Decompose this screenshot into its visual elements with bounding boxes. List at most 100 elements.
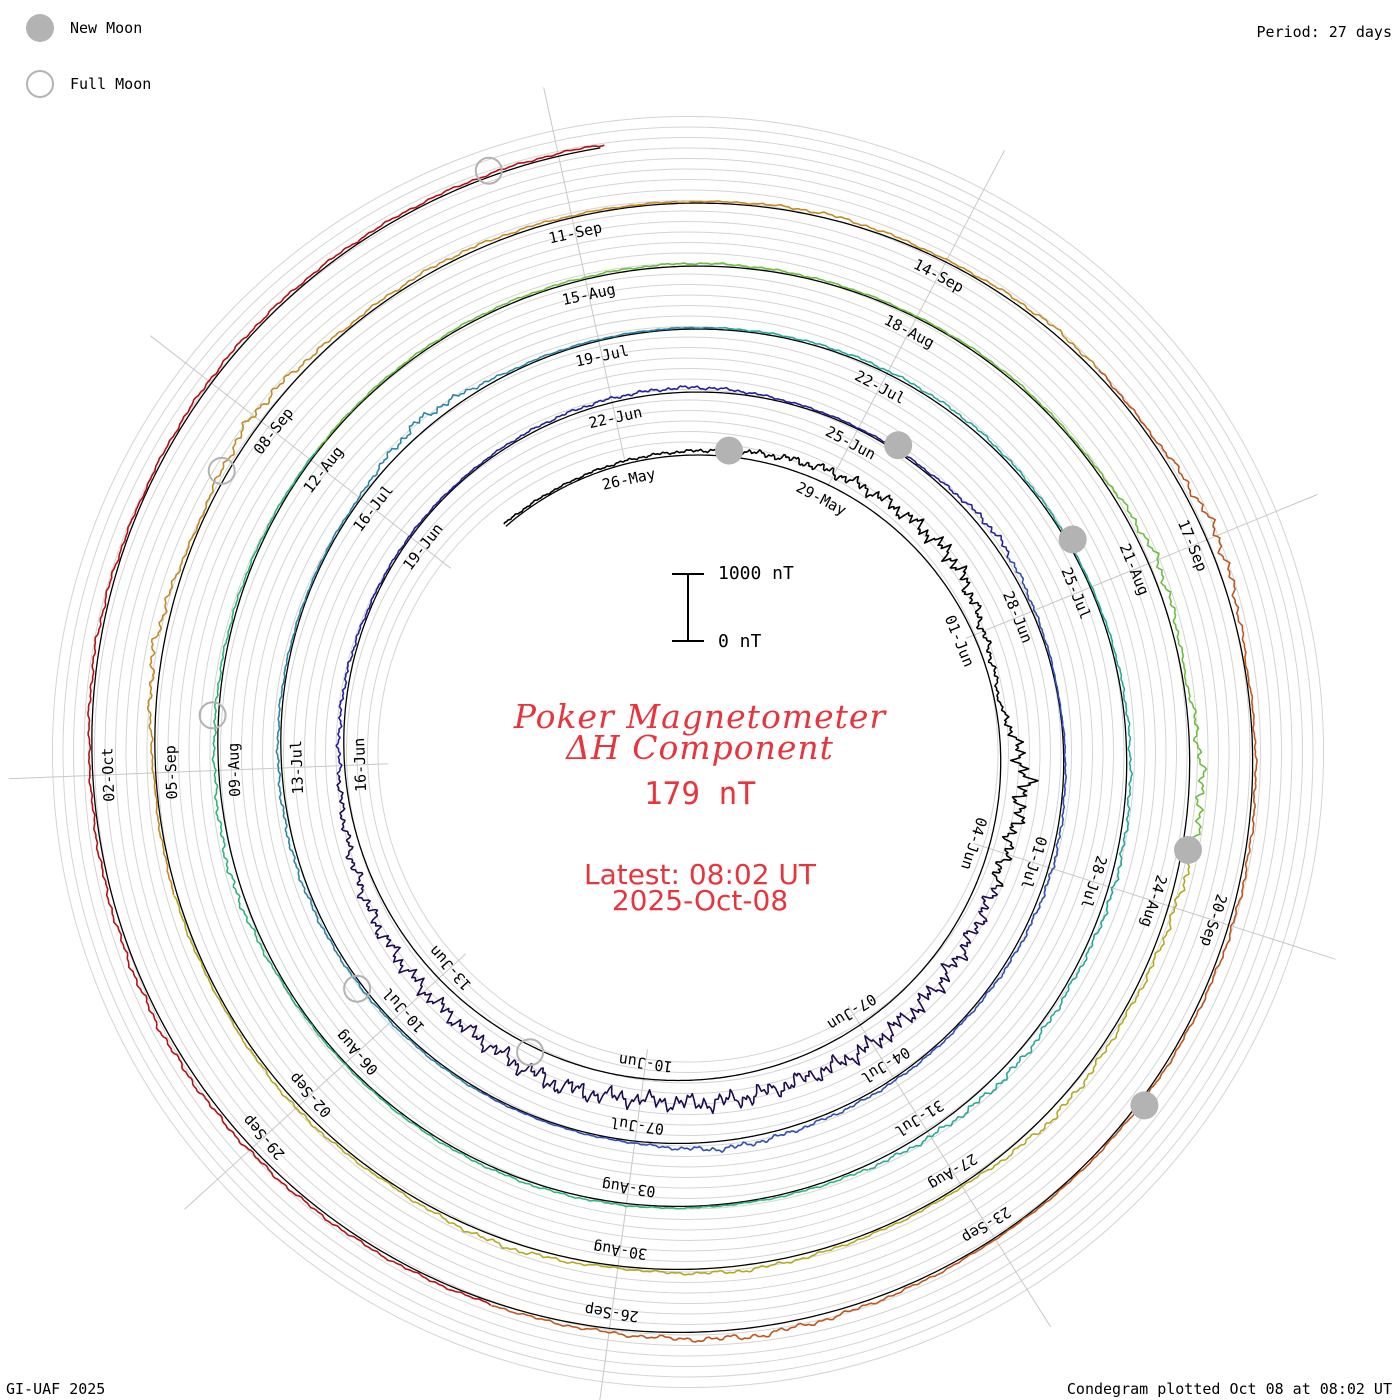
date-label: 07-Jul <box>609 1113 665 1138</box>
series-segment-6 <box>211 449 869 1210</box>
chart-subtitle: ΔH Component <box>566 728 834 767</box>
new-moon-marker-0 <box>715 436 743 465</box>
scale-bar <box>672 573 704 642</box>
date-label: 15-Aug <box>560 280 617 309</box>
series-segment-4 <box>275 326 718 1093</box>
grid-ring-27 <box>94 158 1282 1346</box>
grid-ring-9 <box>283 347 1093 1157</box>
zero-reference-spiral <box>91 147 1254 1334</box>
new-moon-marker-4 <box>1130 1091 1159 1120</box>
plotted-timestamp: Condegram plotted Oct 08 at 08:02 UT <box>1066 1380 1392 1398</box>
grid-rings <box>52 116 1324 1388</box>
date-label: 26-Sep <box>584 1300 640 1325</box>
full-moon-marker-2 <box>198 701 227 730</box>
new-moon-marker-2 <box>1058 525 1087 554</box>
radial-line-4 <box>847 1005 1052 1328</box>
date-label: 14-Sep <box>910 255 966 296</box>
grid-ring-16 <box>209 273 1167 1231</box>
date-label: 13-Jul <box>287 740 307 795</box>
radial-line-3 <box>973 843 1336 960</box>
date-label: 08-Sep <box>250 404 297 458</box>
grid-ring-23 <box>136 200 1240 1304</box>
series-segment-11 <box>87 144 605 1307</box>
grid-ring-31 <box>52 116 1324 1388</box>
date-label: 19-Jun <box>399 520 446 574</box>
grid-ring-5 <box>325 389 1051 1115</box>
legend-full-moon: Full Moon <box>26 70 151 98</box>
credit-label: GI-UAF 2025 <box>6 1380 106 1398</box>
grid-ring-19 <box>178 242 1198 1262</box>
current-value: 179 nT <box>644 776 756 812</box>
grid-ring-30 <box>62 126 1314 1378</box>
grid-ring-4 <box>335 399 1041 1105</box>
grid-ring-29 <box>73 137 1303 1367</box>
date-label: 10-Jun <box>618 1051 674 1076</box>
radial-line-8 <box>149 335 452 569</box>
date-label: 01-Jun <box>941 613 978 670</box>
date-label: 11-Sep <box>547 218 604 247</box>
data-series-group <box>87 144 1258 1343</box>
grid-ring-24 <box>125 189 1251 1315</box>
new-moon-icon <box>26 14 54 42</box>
grid-ring-22 <box>146 210 1230 1294</box>
date-label: 13-Jun <box>425 942 475 994</box>
series-segment-7 <box>316 262 1208 857</box>
full-moon-marker-1 <box>343 974 372 1003</box>
legend-full-moon-label: Full Moon <box>70 75 152 93</box>
date-label: 25-Jul <box>1057 565 1094 622</box>
date-label: 28-Jun <box>999 589 1036 646</box>
latest-time: Latest: 08:02 UT <box>583 858 817 891</box>
date-label: 06-Aug <box>332 1027 382 1079</box>
scale-bar-bottom-label: 0 nT <box>718 631 762 652</box>
full-moon-marker-4 <box>474 156 503 185</box>
radial-grid-lines <box>8 87 1336 1400</box>
grid-ring-28 <box>83 147 1293 1357</box>
date-label: 09-Aug <box>224 742 244 797</box>
date-label: 16-Jun <box>350 737 370 792</box>
grid-ring-20 <box>167 231 1209 1273</box>
series-segment-10 <box>491 368 1258 1343</box>
chart-title: Poker Magnetometer <box>513 697 887 736</box>
grid-ring-12 <box>251 315 1125 1189</box>
series-segment-9 <box>146 200 1099 896</box>
full-moon-icon <box>26 70 54 98</box>
grid-ring-3 <box>346 410 1030 1094</box>
grid-ring-18 <box>188 252 1188 1252</box>
grid-ring-26 <box>104 168 1272 1336</box>
radial-line-7 <box>8 763 389 780</box>
date-label: 16-Jul <box>349 481 396 535</box>
date-label: 30-Aug <box>592 1238 648 1263</box>
grid-ring-0 <box>377 441 999 1063</box>
date-label: 17-Sep <box>1174 517 1211 574</box>
full-moon-marker-3 <box>207 456 236 485</box>
period-label: Period: 27 days <box>1256 23 1392 41</box>
date-label: 02-Sep <box>285 1069 335 1121</box>
grid-ring-13 <box>241 305 1135 1199</box>
grid-ring-6 <box>314 378 1062 1126</box>
series-segment-0 <box>503 446 1039 888</box>
date-label: 05-Sep <box>161 745 181 800</box>
series-segment-3 <box>480 557 1068 1153</box>
scale-bar-top-label: 1000 nT <box>718 563 794 584</box>
series-segment-8 <box>173 856 1191 1276</box>
date-label: 21-Aug <box>1116 541 1153 598</box>
radial-line-2 <box>965 494 1318 639</box>
date-label: 22-Jul <box>852 367 908 408</box>
grid-ring-15 <box>220 284 1156 1220</box>
radial-line-5 <box>599 1049 648 1400</box>
grid-ring-7 <box>304 368 1072 1136</box>
date-label: 03-Aug <box>601 1176 657 1201</box>
grid-ring-21 <box>157 221 1219 1283</box>
grid-ring-8 <box>293 357 1083 1147</box>
series-segment-5 <box>718 326 1134 1171</box>
latest-date: 2025-Oct-08 <box>611 884 789 917</box>
legend-new-moon: New Moon <box>26 14 142 42</box>
grid-ring-10 <box>272 336 1104 1168</box>
series-segment-1 <box>336 774 998 1115</box>
radial-line-6 <box>184 953 467 1210</box>
full-moon-marker-0 <box>516 1038 545 1067</box>
legend-new-moon-label: New Moon <box>70 19 143 37</box>
date-label: 10-Jul <box>379 984 429 1036</box>
grid-ring-14 <box>230 294 1146 1210</box>
date-label: 18-Aug <box>881 311 937 352</box>
